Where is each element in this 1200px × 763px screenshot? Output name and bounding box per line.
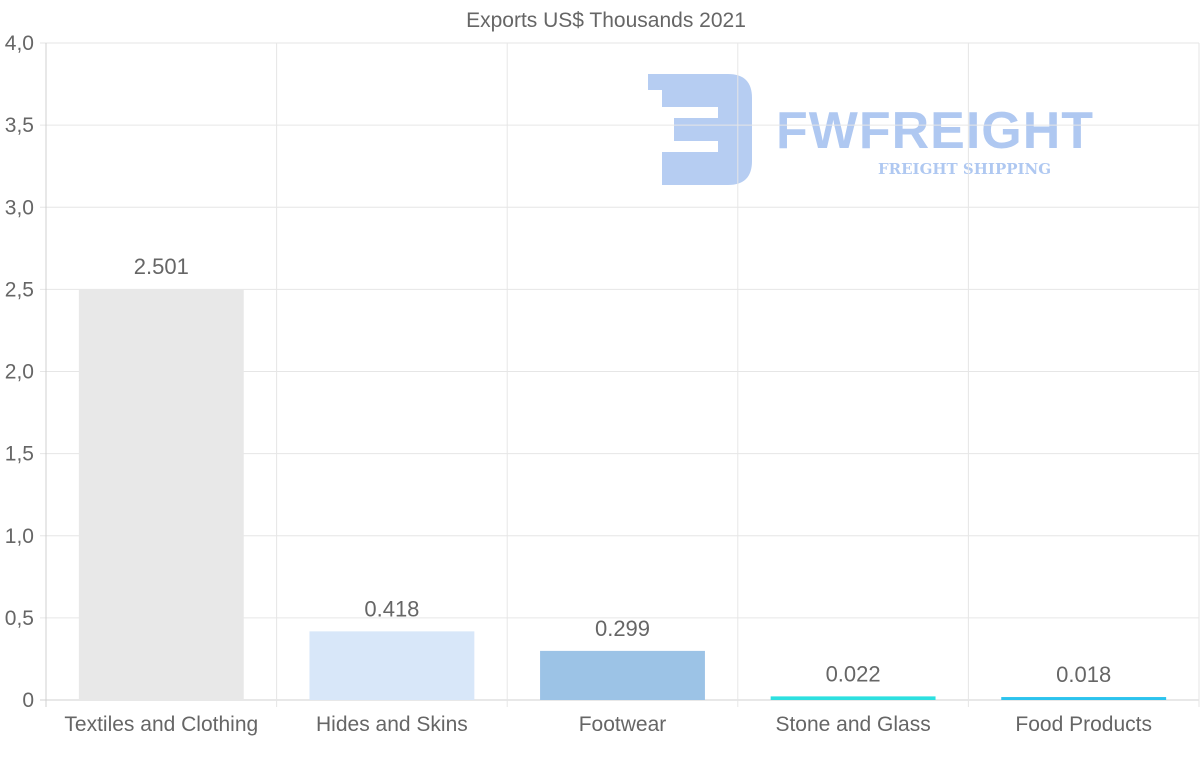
bars	[78, 289, 1167, 700]
bar-value-label: 0.418	[364, 596, 419, 621]
y-tick-label: 2,0	[5, 361, 34, 384]
y-tick-label: 1,0	[5, 525, 34, 548]
bar[interactable]	[1001, 697, 1167, 700]
bar[interactable]	[540, 650, 705, 700]
y-tick-label: 3,0	[5, 196, 34, 219]
bar-value-label: 0.299	[595, 616, 650, 641]
labels: 0 0,5 1,0 1,5 2,0 2,5 3,0 3,5 4,0 2.501 Textiles a…	[5, 32, 1152, 736]
watermark: FWFREIGHT FREIGHT SHIPPING	[648, 74, 1094, 185]
chart-title: Exports US$ Thousands 2021	[466, 9, 746, 32]
y-tick-label: 0	[22, 689, 34, 712]
bar-value-label: 2.501	[134, 254, 189, 279]
bar[interactable]	[78, 289, 244, 700]
x-category-label: Footwear	[579, 713, 667, 736]
x-category-label: Textiles and Clothing	[64, 713, 258, 736]
fwfreight-logo-icon	[648, 74, 752, 185]
watermark-name: FWFREIGHT	[776, 102, 1094, 160]
x-category-label: Stone and Glass	[775, 713, 930, 736]
x-category-label: Hides and Skins	[316, 713, 468, 736]
watermark-tagline: FREIGHT SHIPPING	[878, 160, 1051, 178]
bar[interactable]	[770, 696, 936, 700]
bar[interactable]	[309, 631, 475, 700]
y-tick-label: 3,5	[5, 114, 34, 137]
y-tick-label: 0,5	[5, 607, 34, 630]
y-tick-label: 4,0	[5, 32, 34, 55]
bar-value-label: 0.022	[826, 661, 881, 686]
bar-value-label: 0.018	[1056, 662, 1111, 687]
x-category-label: Food Products	[1015, 713, 1152, 736]
y-tick-label: 1,5	[5, 443, 34, 466]
y-tick-label: 2,5	[5, 278, 34, 301]
